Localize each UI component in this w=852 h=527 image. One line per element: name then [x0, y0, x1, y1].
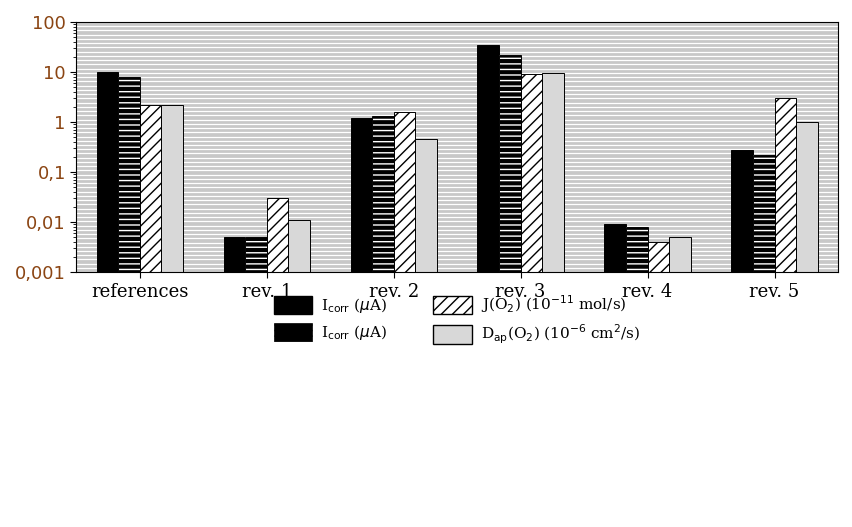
Bar: [371, 116, 394, 527]
Bar: [774, 98, 795, 527]
Bar: [161, 105, 182, 527]
Bar: [795, 122, 817, 527]
Bar: [245, 237, 267, 527]
Bar: [477, 45, 498, 527]
Bar: [730, 150, 752, 527]
Bar: [394, 112, 415, 527]
Bar: [498, 55, 520, 527]
Bar: [542, 73, 563, 527]
Bar: [245, 237, 267, 527]
Legend: I$_{\rm corr}$ ($\mu$A), I$_{\rm corr}$ ($\mu$A), J(O$_2$) (10$^{-11}$ mol/s), D: I$_{\rm corr}$ ($\mu$A), I$_{\rm corr}$ …: [268, 287, 646, 352]
Bar: [498, 55, 520, 527]
Bar: [625, 227, 647, 527]
Bar: [223, 237, 245, 527]
Bar: [752, 155, 774, 527]
Bar: [625, 227, 647, 527]
Bar: [267, 198, 288, 527]
Bar: [140, 105, 161, 527]
Bar: [520, 74, 542, 527]
Bar: [647, 242, 668, 527]
Bar: [96, 72, 118, 527]
Bar: [668, 237, 690, 527]
Bar: [118, 77, 140, 527]
Bar: [118, 77, 140, 527]
Bar: [604, 225, 625, 527]
Bar: [288, 220, 309, 527]
Bar: [350, 118, 371, 527]
Bar: [415, 140, 436, 527]
Bar: [752, 155, 774, 527]
Bar: [371, 116, 394, 527]
